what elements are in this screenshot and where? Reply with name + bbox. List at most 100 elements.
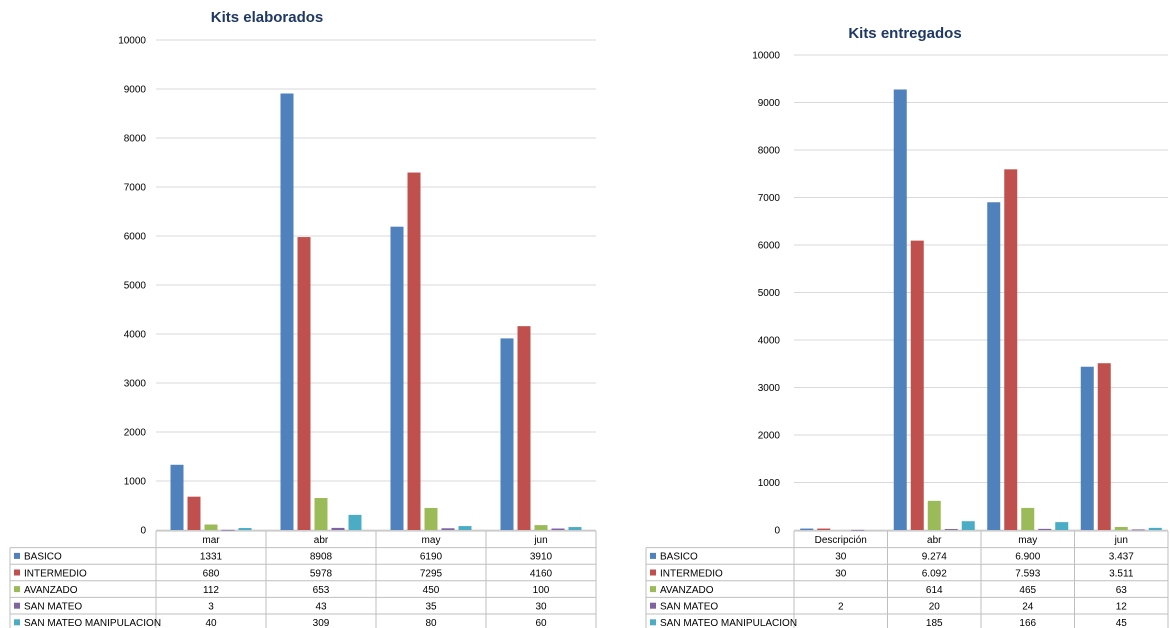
y-tick-label: 3000 xyxy=(124,379,147,390)
bar-basico-abr xyxy=(280,93,294,531)
category-label: abr xyxy=(927,535,942,546)
data-label: 112 xyxy=(203,585,219,596)
y-tick-label: 5000 xyxy=(758,288,781,299)
chart-1: Kits elaborados 0 1000 2000 3000 4000 5000 6000… xyxy=(9,9,597,628)
y-tick-label: 0 xyxy=(140,526,146,537)
data-label: 8908 xyxy=(310,552,333,563)
data-label: 30 xyxy=(535,602,547,613)
legend-entry: SAN MATEO xyxy=(24,602,82,613)
legend-entry: INTERMEDIO xyxy=(24,568,87,579)
chart-title: Kits elaborados xyxy=(211,9,324,26)
bar-basico-abr xyxy=(893,89,907,531)
bar-san-mateo-abr xyxy=(944,529,958,530)
y-tick-label: 9000 xyxy=(758,98,781,109)
y-tick-label: 4000 xyxy=(124,330,147,341)
bar-san-mateo-manipulacion-may xyxy=(1055,522,1069,530)
data-label: 3 xyxy=(208,602,214,613)
bar-san-mateo-manipulacion-jun xyxy=(568,527,582,530)
legend-swatch xyxy=(14,619,20,626)
legend-swatch xyxy=(14,569,20,576)
bar-san-mateo-mar xyxy=(221,529,235,531)
bar-intermedio-jun xyxy=(517,326,531,530)
data-label: 450 xyxy=(423,585,440,596)
data-label: 35 xyxy=(425,602,437,613)
legend-swatch xyxy=(650,586,656,593)
data-label: 63 xyxy=(1116,585,1128,596)
y-tick-label: 3000 xyxy=(758,383,781,394)
y-tick-label: 7000 xyxy=(758,193,781,204)
data-label: 2 xyxy=(838,602,844,613)
data-label: 6190 xyxy=(420,552,443,563)
category-label: abr xyxy=(314,535,329,546)
bar-basico-descripción xyxy=(800,528,814,530)
data-label: 185 xyxy=(926,618,943,628)
data-label: 30 xyxy=(835,568,847,579)
data-label: 3.437 xyxy=(1109,552,1134,563)
y-tick-label: 10000 xyxy=(118,36,146,47)
legend-entry: AVANZADO xyxy=(24,585,78,596)
category-label: may xyxy=(1018,535,1037,546)
data-label: 40 xyxy=(205,618,217,628)
data-label: 24 xyxy=(1022,602,1034,613)
bar-san-mateo-manipulacion-abr xyxy=(348,514,362,530)
data-label: 5978 xyxy=(310,568,333,579)
bar-avanzado-jun xyxy=(1114,527,1128,530)
legend-entry: BASICO xyxy=(24,552,62,563)
data-label: 614 xyxy=(926,585,943,596)
category-label: mar xyxy=(202,535,220,546)
data-label: 100 xyxy=(533,585,550,596)
y-tick-label: 6000 xyxy=(758,241,781,252)
bar-intermedio-may xyxy=(407,172,421,531)
data-label: 30 xyxy=(835,552,847,563)
bar-san-mateo-may xyxy=(1038,528,1052,530)
legend-swatch xyxy=(650,552,656,559)
bar-san-mateo-jun xyxy=(551,528,565,530)
legend-swatch xyxy=(650,619,656,626)
legend-entry: BASICO xyxy=(660,552,698,563)
category-label: jun xyxy=(1114,535,1128,546)
y-tick-label: 9000 xyxy=(124,85,147,96)
data-label: 20 xyxy=(929,602,941,613)
data-label: 7.593 xyxy=(1015,568,1040,579)
y-tick-label: 1000 xyxy=(124,477,147,488)
legend-swatch xyxy=(14,586,20,593)
data-label: 6.900 xyxy=(1015,552,1040,563)
legend-entry: SAN MATEO MANIPULACION xyxy=(660,618,797,628)
y-tick-label: 2000 xyxy=(124,428,147,439)
data-label: 465 xyxy=(1019,585,1036,596)
data-label: 43 xyxy=(315,602,327,613)
y-tick-label: 8000 xyxy=(758,146,781,157)
data-label: 9.274 xyxy=(922,552,947,563)
bar-intermedio-mar xyxy=(187,496,201,530)
category-label: may xyxy=(422,535,441,546)
category-label: jun xyxy=(533,535,547,546)
legend-entry: INTERMEDIO xyxy=(660,568,723,579)
y-tick-label: 4000 xyxy=(758,336,781,347)
bar-basico-may xyxy=(987,202,1001,530)
bar-basico-jun xyxy=(500,338,514,530)
bar-san-mateo-manipulacion-may xyxy=(458,526,472,530)
legend-entry: AVANZADO xyxy=(660,585,714,596)
data-label: 3910 xyxy=(530,552,553,563)
bar-basico-may xyxy=(390,226,404,530)
data-label: 4160 xyxy=(530,568,553,579)
data-label: 12 xyxy=(1116,602,1128,613)
data-label: 45 xyxy=(1116,618,1128,628)
bar-avanzado-abr xyxy=(314,498,328,530)
bar-intermedio-descripción xyxy=(817,528,831,530)
legend-entry: SAN MATEO xyxy=(660,602,718,613)
y-tick-label: 5000 xyxy=(124,281,147,292)
category-label: Descripción xyxy=(815,535,867,546)
bar-san-mateo-manipulacion-mar xyxy=(238,528,252,530)
y-tick-label: 0 xyxy=(774,526,780,537)
data-label: 60 xyxy=(535,618,547,628)
y-tick-label: 7000 xyxy=(124,183,147,194)
bar-avanzado-jun xyxy=(534,525,548,530)
data-label: 680 xyxy=(203,568,220,579)
bar-intermedio-abr xyxy=(910,240,924,530)
legend-swatch xyxy=(14,552,20,559)
bar-avanzado-mar xyxy=(204,524,218,530)
bar-intermedio-jun xyxy=(1097,363,1111,530)
bar-intermedio-may xyxy=(1004,169,1018,530)
